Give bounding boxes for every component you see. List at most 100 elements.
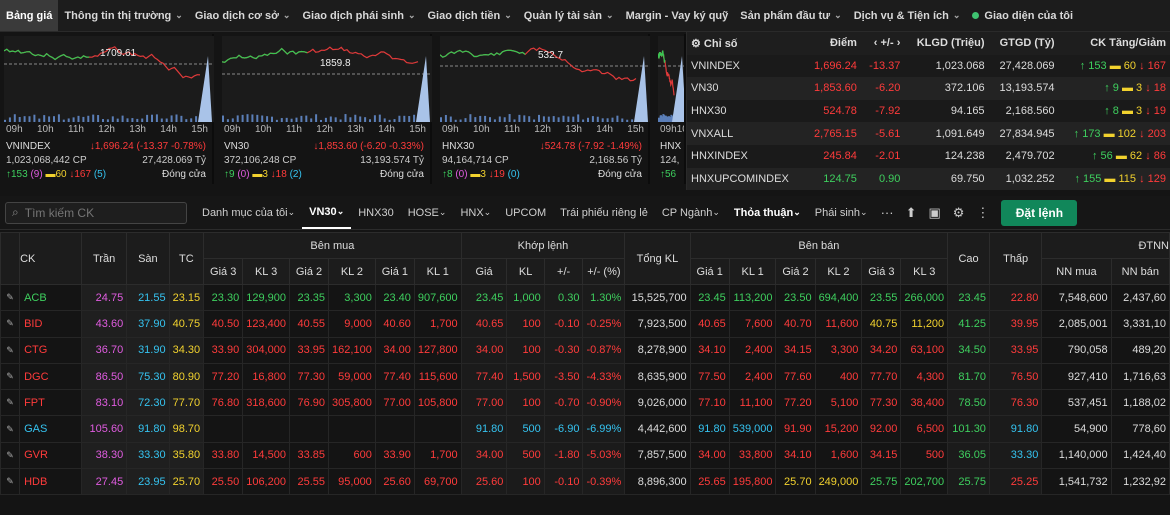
stock-symbol[interactable]: CTG [19,336,83,364]
total-volume: 4,442,600 [624,415,691,443]
pin-icon[interactable]: ✎ [0,336,21,364]
table-row[interactable]: ✎ GVR 38.30 33.30 35.80 33.80 14,500 33.85 600 33… [0,441,1170,470]
advance-decline: ↑9 (0) ▬3 ↓18 (2) [224,169,302,180]
stock-symbol[interactable]: DGC [19,362,83,391]
index-row[interactable]: VNINDEX 1,696.24 -13.37 1,023.068 27,428.069… [687,55,1170,78]
excel-icon[interactable]: ▣ [928,204,941,220]
buy-price-3: 40.50 [203,310,244,338]
gear-icon[interactable]: ⚙ [952,204,965,220]
col-buy-g3: Giá 3 [203,258,244,285]
sell-price-2: 91.90 [775,415,816,443]
buy-volume-2: 95,000 [328,468,376,496]
upload-icon[interactable]: ⬆ [905,204,917,220]
nav-item-6[interactable]: Margin - Vay ký quỹ [620,0,735,31]
table-row[interactable]: ✎ GAS 105.60 91.80 98.70 91.80 500 -6.90 -6.99% 4… [0,415,1170,443]
tab-5[interactable]: UPCOM [498,196,553,229]
nav-item-5[interactable]: Quản lý tài sản ⌄ [518,0,620,31]
nav-item-8[interactable]: Dịch vụ & Tiện ích ⌄ [848,0,967,31]
pin-icon[interactable]: ✎ [0,389,21,417]
index-row[interactable]: HNX30 524.78 -7.92 94.165 2,168.560 ↑ 8 ▬ 3 ↓… [687,100,1170,123]
pin-icon[interactable]: ✎ [0,468,21,496]
mini-chart-vn30[interactable]: 1859.8 09h 10h 11h 12h 13h 14h 15h VN30 ↓1,853.60… [220,34,432,184]
more-icon[interactable]: ··· [880,205,894,220]
time-tick: 15h [409,124,426,135]
stock-symbol[interactable]: GVR [19,441,83,470]
foreign-sell: 778,60 [1110,415,1170,443]
mini-chart-hnx30[interactable]: 532.7 09h 10h 11h 12h 13h 14h 15h HNX30 ↓524.78 (… [438,34,650,184]
stock-symbol[interactable]: ACB [19,283,83,312]
nav-item-7[interactable]: Sản phẩm đầu tư ⌄ [734,0,847,31]
kebab-menu-icon[interactable]: ⋮ [976,204,990,220]
pin-icon[interactable]: ✎ [0,441,21,470]
tab-0[interactable]: Danh mục của tôi ⌄ [195,196,302,229]
buy-volume-3: 123,400 [242,310,290,338]
table-row[interactable]: ✎ FPT 83.10 72.30 77.70 76.80 318,600 76.90 305,… [0,389,1170,417]
sell-price-3: 40.75 [861,310,902,338]
nav-item-4[interactable]: Giao dịch tiền ⌄ [421,0,517,31]
pin-icon[interactable]: ✎ [0,283,21,312]
index-value: 1,032.252 [988,167,1059,191]
tab-8[interactable]: Thỏa thuận ⌄ [727,196,808,229]
time-tick: 15h [191,124,208,135]
index-row[interactable]: VN30 1,853.60 -6.20 372.106 13,193.574 ↑ 9 ▬ … [687,77,1170,100]
index-row[interactable]: VNXALL 2,765.15 -5.61 1,091.649 27,834.945 ↑ … [687,122,1170,145]
nav-item-0[interactable]: Bảng giá [0,0,59,31]
advance-decline: ↑ 153 ▬ 60 ↓ 167 [1059,55,1170,78]
pin-icon[interactable]: ✎ [0,415,21,443]
tab-4[interactable]: HNX ⌄ [453,196,498,229]
nav-item-3[interactable]: Giao dịch phái sinh ⌄ [296,0,421,31]
table-row[interactable]: ✎ ACB 24.75 21.55 23.15 23.30 129,900 23.35 3,30… [0,283,1170,312]
stock-symbol[interactable]: HDB [19,468,83,496]
pin-icon[interactable]: ✎ [0,310,21,338]
search-input[interactable] [24,205,175,220]
match-price: 23.45 [460,283,508,312]
pin-icon[interactable]: ✎ [0,362,21,391]
reference-price: 23.15 [168,283,205,312]
match-change: -0.10 [543,468,584,496]
sell-volume-1: 11,100 [728,389,777,417]
index-change: -5.61 [860,122,905,145]
tab-9[interactable]: Phái sinh ⌄ [808,196,875,229]
unchanged-count: ▬ 3 [1121,82,1146,95]
nav-item-9[interactable]: Giao diện của tôi [966,0,1079,31]
low-price: 33.95 [988,336,1043,364]
match-change-pct: -0.87% [582,336,626,364]
nav-item-2[interactable]: Giao dịch cơ sở ⌄ [189,0,297,31]
col-sell-k3: KL 3 [900,258,949,285]
ceiling-count: (0) [234,169,250,180]
buy-price-2: 40.55 [288,310,330,338]
mini-chart-vnindex[interactable]: 1709.61 09h 10h 11h 12h 13h 14h 15h VNINDEX ↓1,69… [2,34,214,184]
order-button[interactable]: Đặt lệnh [1001,199,1078,226]
sell-price-3: 34.20 [861,336,902,364]
index-row[interactable]: HNXUPCOMINDEX 124.75 0.90 69.750 1,032.252 ↑ … [687,167,1170,191]
search-box[interactable]: ⌕ [5,201,187,224]
table-row[interactable]: ✎ BID 43.60 37.90 40.75 40.50 123,400 40.55 9,00… [0,310,1170,338]
tab-3[interactable]: HOSE ⌄ [401,196,454,229]
buy-price-2: 33.85 [288,441,330,470]
tab-7[interactable]: CP Ngành ⌄ [655,196,727,229]
nav-item-1[interactable]: Thông tin thị trường ⌄ [58,0,188,31]
index-row[interactable]: HNXINDEX 245.84 -2.01 124.238 2,479.702 ↑ 56 … [687,145,1170,168]
stock-symbol[interactable]: FPT [19,389,83,417]
unchanged-count: ▬ 62 [1115,150,1146,163]
pin-header [0,232,21,285]
buy-volume-2 [328,415,376,443]
decline-count: ↓ 18 [1145,82,1166,95]
table-row[interactable]: ✎ DGC 86.50 75.30 80.90 77.20 16,800 77.30 59,00… [0,362,1170,391]
match-volume: 1,000 [506,283,545,312]
tab-2[interactable]: HNX30 [351,196,400,229]
tab-1[interactable]: VN30 ⌄ [302,196,352,229]
high-price: 36.05 [947,441,990,470]
table-row[interactable]: ✎ HDB 27.45 23.95 25.70 25.50 106,200 25.55 95,0… [0,468,1170,496]
table-row[interactable]: ✎ CTG 36.70 31.90 34.30 33.90 304,000 33.95 162,… [0,336,1170,364]
stock-symbol[interactable]: BID [19,310,83,338]
sell-volume-1: 195,800 [728,468,777,496]
reference-value: 1859.8 [320,58,351,69]
stock-symbol[interactable]: GAS [19,415,83,443]
tab-label: HNX30 [358,206,394,219]
tab-6[interactable]: Trái phiếu riêng lẻ [553,196,655,229]
sell-volume-2: 694,400 [814,283,863,312]
buy-volume-1: 1,700 [413,441,462,470]
match-price: 25.60 [460,468,508,496]
